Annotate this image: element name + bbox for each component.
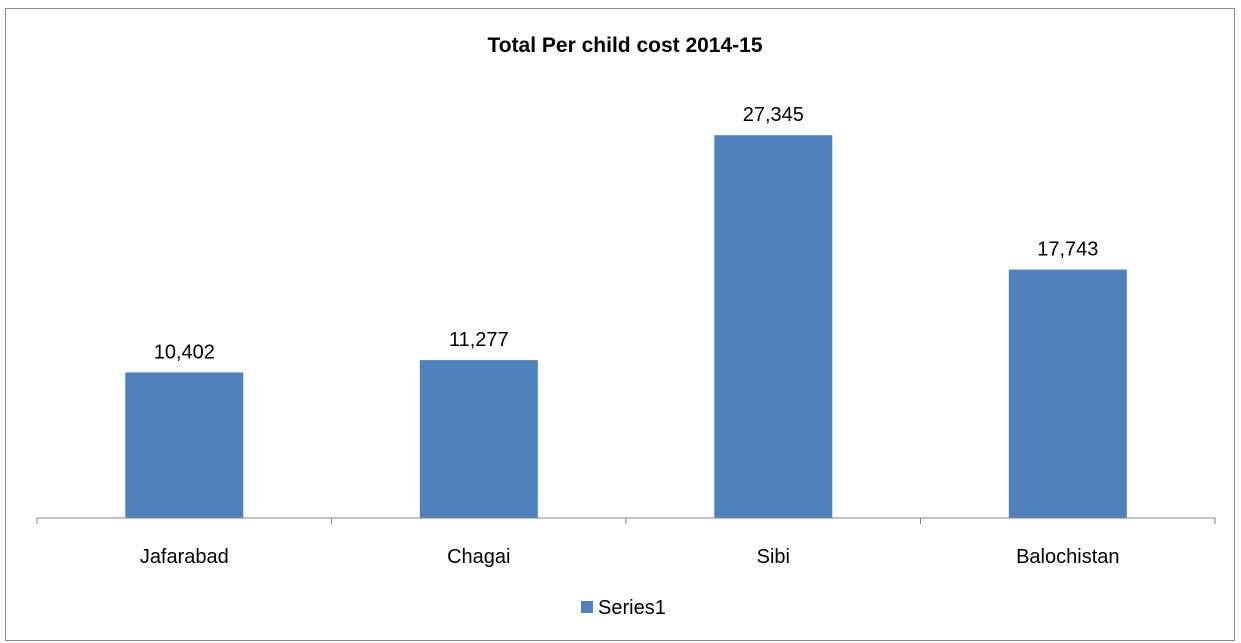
- bar-sibi: [714, 135, 833, 518]
- data-label-jafarabad: 10,402: [154, 341, 215, 363]
- data-label-balochistan: 17,743: [1037, 239, 1098, 261]
- bar-jafarabad: [125, 372, 244, 518]
- data-label-chagai: 11,277: [449, 329, 509, 351]
- category-label-sibi: Sibi: [757, 546, 790, 568]
- bars-layer: [125, 135, 1127, 518]
- legend-swatch-series1: [581, 601, 593, 613]
- bar-chagai: [419, 360, 538, 518]
- category-label-chagai: Chagai: [447, 546, 510, 568]
- chart-title: Total Per child cost 2014-15: [487, 34, 762, 57]
- x-axis: [36, 517, 1216, 524]
- labels-layer: 10,402 Jafarabad 11,277 Chagai 27,345 Sibi 17,…: [140, 104, 1120, 568]
- legend-label-series1: Series1: [598, 597, 666, 619]
- category-label-jafarabad: Jafarabad: [140, 546, 229, 568]
- legend: Series1: [581, 597, 666, 619]
- bar-balochistan: [1008, 269, 1127, 518]
- category-label-balochistan: Balochistan: [1016, 546, 1119, 568]
- data-label-sibi: 27,345: [743, 104, 804, 126]
